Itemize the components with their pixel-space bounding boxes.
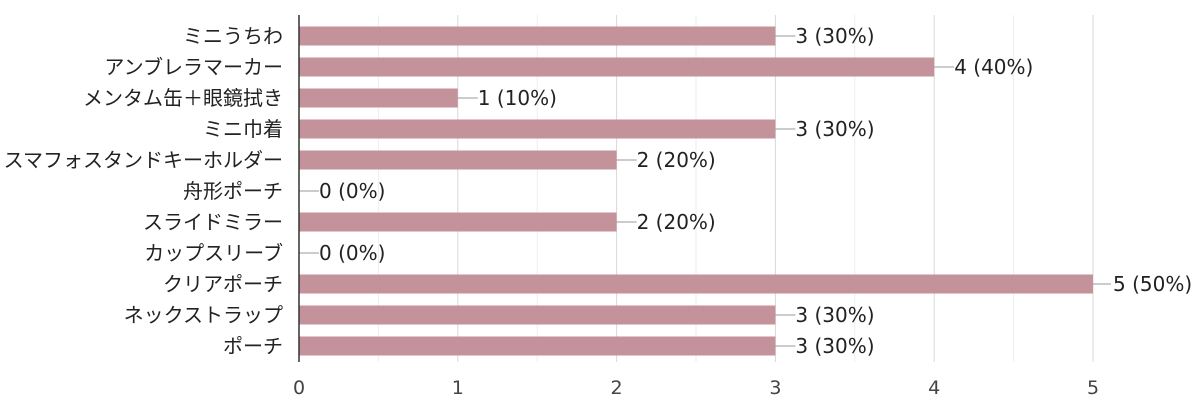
bar-4	[299, 150, 617, 170]
x-tick-label-2: 2	[611, 377, 623, 399]
category-label-9: ネックストラップ	[124, 303, 283, 327]
value-label-0: 3 (30%)	[795, 24, 874, 48]
bar-10	[299, 336, 776, 356]
value-label-9: 3 (30%)	[795, 303, 874, 327]
bar-6	[299, 212, 617, 232]
value-label-1: 4 (40%)	[954, 55, 1033, 79]
category-label-4: スマフォスタンドキーホルダー	[4, 148, 283, 172]
bar-8	[299, 274, 1093, 294]
x-tick-label-0: 0	[293, 377, 305, 399]
bar-1	[299, 57, 935, 77]
x-tick-label-1: 1	[452, 377, 464, 399]
value-label-2: 1 (10%)	[478, 86, 557, 110]
category-label-1: アンブレラマーカー	[104, 55, 283, 79]
category-label-7: カップスリーブ	[144, 241, 283, 265]
category-label-8: クリアポーチ	[163, 272, 283, 296]
category-label-3: ミニ巾着	[203, 117, 283, 141]
category-label-10: ポーチ	[223, 334, 283, 358]
value-label-6: 2 (20%)	[637, 210, 716, 234]
bar-layer	[299, 26, 1093, 356]
axis-layer: 0 1 2 3 4 5	[293, 15, 1099, 399]
category-label-2: メンタム缶＋眼鏡拭き	[83, 86, 283, 110]
x-tick-label-3: 3	[769, 377, 781, 399]
bar-9	[299, 305, 776, 325]
x-tick-label-5: 5	[1087, 377, 1099, 399]
value-label-8: 5 (50%)	[1113, 272, 1192, 296]
category-label-5: 舟形ポーチ	[183, 179, 283, 203]
value-label-10: 3 (30%)	[795, 334, 874, 358]
value-label-4: 2 (20%)	[637, 148, 716, 172]
value-label-3: 3 (30%)	[795, 117, 874, 141]
category-label-0: ミニうちわ	[183, 24, 283, 48]
value-label-5: 0 (0%)	[319, 179, 385, 203]
bar-2	[299, 88, 458, 108]
category-label-6: スライドミラー	[143, 210, 283, 234]
bar-3	[299, 119, 776, 139]
value-label-7: 0 (0%)	[319, 241, 385, 265]
x-tick-label-4: 4	[928, 377, 940, 399]
label-layer: ミニうちわ 3 (30%) アンブレラマーカー 4 (40%) メンタム缶＋眼鏡拭き 1 …	[4, 24, 1193, 358]
bar-0	[299, 26, 776, 46]
